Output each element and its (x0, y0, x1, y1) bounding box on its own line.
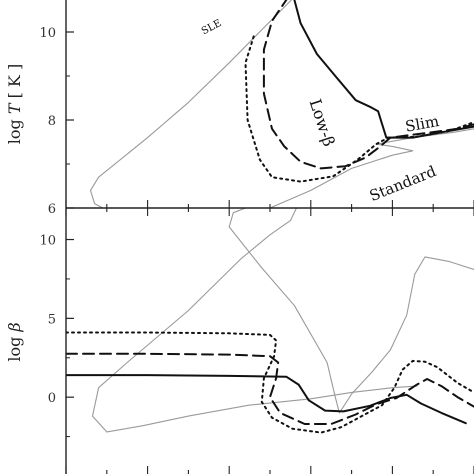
bottom-ytick-label-5: 5 (48, 312, 56, 327)
bottom-ytick-label-0: 0 (48, 391, 56, 406)
bottom-ytick-label-10: 10 (39, 234, 56, 249)
top-series-thin-gray-0 (89, 0, 293, 208)
top-ytick-label-10: 10 (39, 26, 56, 41)
annotation-sle: SLE (200, 18, 224, 37)
annotation-low: Low-β (306, 97, 339, 149)
bottom-ylabel: log β (5, 322, 24, 361)
top-series-dotted-4 (244, 35, 474, 183)
top-series-thin-gray-1 (269, 128, 474, 208)
bottom-panel-series (66, 208, 474, 434)
top-ylabel: log T [ K ] (5, 64, 24, 144)
annotation-slim: Slim (404, 112, 441, 136)
bottom-series-dashed-3 (66, 352, 474, 425)
bottom-series-thin-gray-1 (106, 385, 418, 433)
top-ytick-label-8: 8 (48, 114, 56, 129)
top-series-dashed-3 (262, 0, 474, 170)
bottom-series-solid-2 (66, 374, 467, 425)
top-panel-series (89, 0, 474, 208)
bottom-series-thin-gray-0 (91, 208, 474, 433)
annotation-standard: Standard (367, 162, 439, 205)
bottom-series-dotted-4 (66, 331, 474, 434)
top-ytick-label-6: 6 (48, 202, 56, 217)
